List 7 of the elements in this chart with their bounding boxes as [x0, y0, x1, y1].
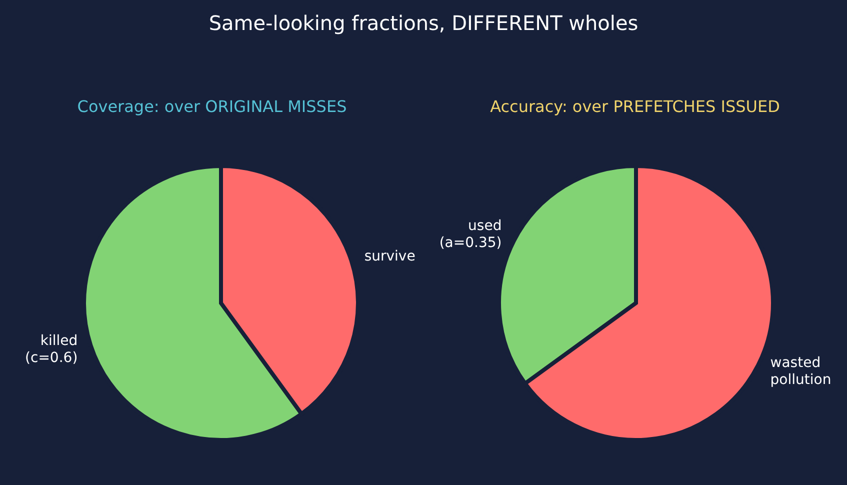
- slice-label: killed (c=0.6): [25, 333, 78, 366]
- chart-subtitle: Coverage: over ORIGINAL MISSES: [76, 97, 348, 116]
- slice-label: survive: [364, 248, 416, 264]
- chart-title: Same-looking fractions, DIFFERENT wholes: [208, 11, 640, 35]
- slice-label: wasted pollution: [770, 354, 832, 388]
- slice-label: used (a=0.35): [439, 218, 502, 252]
- chart-subtitle: Accuracy: over PREFETCHES ISSUED: [489, 97, 781, 116]
